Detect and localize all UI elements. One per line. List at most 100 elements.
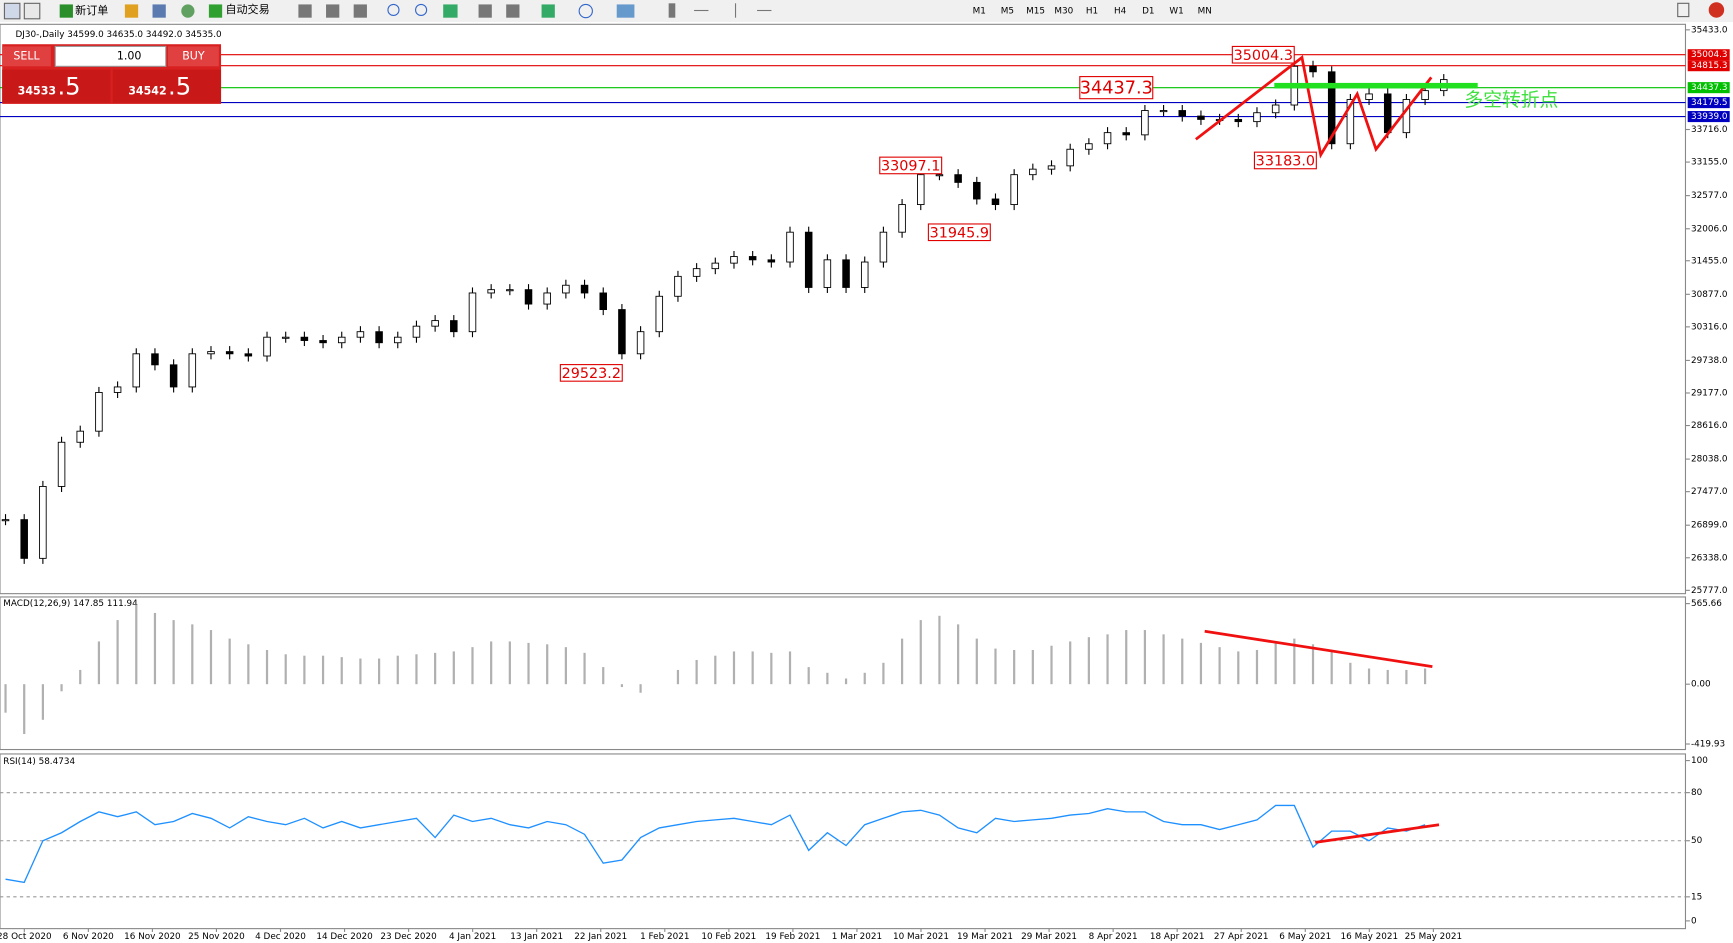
candle	[1271, 104, 1280, 114]
candle	[207, 351, 215, 355]
candle	[1, 519, 10, 522]
icon[interactable]	[326, 4, 340, 18]
icon[interactable]	[415, 3, 428, 17]
timeframe[interactable]: MN	[1198, 7, 1212, 17]
candle	[1234, 118, 1243, 123]
macd-bar	[23, 684, 26, 735]
x-tick-label: 28 Oct 2020	[0, 932, 52, 942]
icon[interactable]	[387, 3, 400, 17]
y-tick-label: 26338.0	[1691, 553, 1728, 563]
sell-label[interactable]: SELL	[13, 49, 40, 62]
icon[interactable]	[181, 4, 195, 18]
candle	[524, 289, 533, 305]
timeframes: M1 M5 M15 M30 H1 H4 D1 W1 MN	[973, 7, 1212, 17]
candle	[169, 364, 178, 388]
sell-button[interactable]	[2, 46, 51, 67]
x-tick-label: 19 Mar 2021	[957, 932, 1013, 942]
lot-input[interactable]	[54, 45, 167, 67]
icon[interactable]	[757, 9, 772, 12]
buy-label[interactable]: BUY	[182, 49, 205, 62]
macd-bar	[919, 620, 922, 685]
x-tick-label: 4 Dec 2020	[255, 932, 306, 942]
x-tick-label: 18 Apr 2021	[1150, 932, 1205, 942]
candle	[431, 320, 439, 327]
candle	[562, 284, 570, 294]
lot-value[interactable]: 1.00	[117, 49, 142, 62]
icon[interactable]	[443, 4, 458, 18]
icon[interactable]	[734, 3, 737, 18]
timeframe[interactable]: M30	[1054, 7, 1073, 17]
rsi-title: RSI(14) 58.4734	[3, 757, 75, 767]
x-tick-label: 29 Mar 2021	[1021, 932, 1077, 942]
macd-bar	[172, 620, 175, 685]
main-panel	[0, 23, 1687, 595]
macd-bar	[1237, 651, 1240, 685]
icon[interactable]	[578, 3, 593, 19]
icon[interactable]	[298, 4, 312, 18]
timeframe[interactable]: H4	[1114, 7, 1127, 17]
notification[interactable]	[1708, 2, 1725, 18]
x-tick-label: 16 May 2021	[1341, 932, 1399, 942]
x-tick-label: 23 Dec 2020	[380, 932, 437, 942]
macd-bar	[284, 654, 287, 685]
candle	[1122, 132, 1130, 136]
candle	[1066, 148, 1074, 167]
y-tick-label: 30877.0	[1691, 290, 1728, 300]
annotation-box	[1079, 76, 1154, 100]
candle	[1010, 174, 1018, 206]
icon[interactable]	[668, 3, 676, 18]
candle	[225, 351, 234, 355]
x-tick-label: 25 Nov 2020	[188, 932, 245, 942]
macd-bar	[994, 648, 997, 685]
timeframe[interactable]: M1	[973, 7, 986, 17]
macd-bar	[1181, 638, 1184, 685]
candle	[823, 259, 832, 288]
x-tick-label: 14 Dec 2020	[316, 932, 373, 942]
candle	[95, 392, 103, 432]
new-order[interactable]: 新订单	[75, 3, 108, 17]
x-tick-label: 19 Feb 2021	[765, 932, 820, 942]
icon[interactable]	[478, 4, 492, 18]
macd-bar	[1255, 649, 1259, 685]
icon[interactable]	[23, 2, 41, 20]
icon[interactable]	[541, 4, 555, 18]
timeframe[interactable]: W1	[1169, 7, 1183, 17]
candle	[618, 309, 626, 355]
price-level-box	[1687, 97, 1730, 109]
timeframe[interactable]: M15	[1026, 7, 1045, 17]
annotation: 35004.3	[1234, 48, 1293, 64]
buy-price-box[interactable]	[112, 69, 222, 103]
macd-bar	[209, 630, 213, 685]
y-tick-label: 27477.0	[1691, 487, 1728, 497]
icon[interactable]	[353, 4, 367, 18]
macd-bar	[751, 651, 754, 685]
rsi-line	[5, 804, 1426, 884]
auto-trade[interactable]: 自动交易	[225, 2, 269, 16]
sell-price-pips: .5	[57, 71, 80, 100]
candle	[786, 231, 794, 263]
icon[interactable]	[616, 4, 635, 18]
icon[interactable]	[59, 4, 73, 18]
candle	[468, 292, 477, 333]
icon[interactable]	[3, 2, 21, 20]
timeframe[interactable]: M5	[1001, 7, 1014, 17]
buy-button[interactable]	[167, 46, 219, 67]
candle	[1421, 90, 1429, 100]
candle	[954, 174, 962, 183]
y-tick-label: 28038.0	[1691, 455, 1728, 465]
y-tick-label: 32006.0	[1691, 224, 1728, 234]
icon[interactable]	[208, 4, 223, 18]
timeframe[interactable]: H1	[1086, 7, 1098, 17]
search[interactable]	[1677, 2, 1690, 18]
sell-price-box[interactable]	[2, 69, 111, 103]
candle	[973, 181, 981, 200]
icon[interactable]	[694, 9, 709, 12]
icon[interactable]	[124, 4, 139, 18]
candle	[244, 353, 253, 357]
macd-bar	[452, 651, 455, 685]
macd-bar	[1031, 649, 1034, 685]
icon[interactable]	[152, 4, 166, 18]
timeframe[interactable]: D1	[1142, 7, 1154, 17]
icon[interactable]	[506, 4, 520, 18]
